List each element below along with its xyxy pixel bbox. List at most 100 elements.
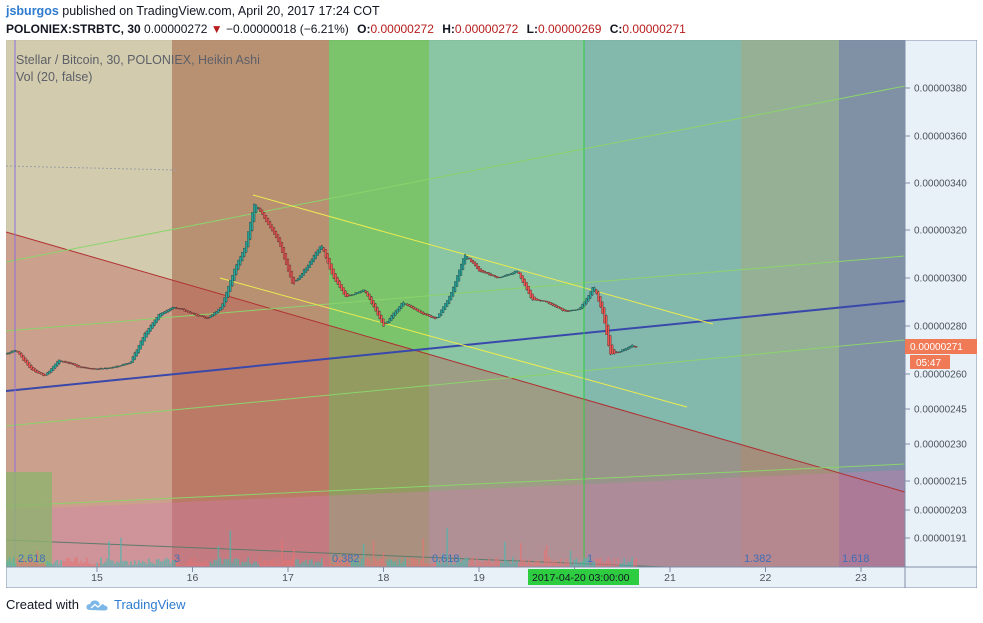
volume-bar bbox=[418, 564, 421, 567]
candle-body bbox=[623, 349, 626, 351]
candle-body bbox=[473, 261, 477, 266]
volume-bar bbox=[161, 561, 164, 567]
series-legend[interactable]: Stellar / Bitcoin, 30, POLONIEX, Heikin … bbox=[16, 53, 260, 67]
symbol-label[interactable]: POLONIEX:STRBTC, 30 bbox=[6, 22, 141, 36]
candle-body bbox=[12, 350, 15, 353]
volume-bar bbox=[508, 562, 510, 567]
volume-bar bbox=[26, 562, 29, 567]
candle-body bbox=[418, 309, 421, 313]
candle-body bbox=[221, 303, 224, 310]
candle-body bbox=[259, 208, 262, 212]
fan-line-green-3 bbox=[6, 339, 905, 427]
candle-body bbox=[358, 291, 361, 294]
volume-bar bbox=[195, 562, 198, 567]
volume-bar bbox=[124, 560, 126, 567]
candle-body bbox=[225, 292, 228, 303]
volume-bar bbox=[356, 558, 359, 567]
volume-bar bbox=[332, 564, 335, 567]
volume-bar bbox=[116, 561, 118, 567]
volume-bar bbox=[54, 561, 57, 567]
volume-bar bbox=[261, 564, 263, 567]
candle-body bbox=[565, 310, 568, 312]
volume-bar bbox=[533, 561, 536, 567]
candle-body bbox=[517, 271, 520, 274]
candle-body bbox=[24, 357, 27, 363]
volume-bar bbox=[34, 562, 37, 567]
volume-bar bbox=[396, 564, 399, 567]
channel-lower[interactable] bbox=[219, 277, 688, 408]
candle-body bbox=[229, 280, 232, 292]
candle-body bbox=[487, 272, 490, 275]
zone-teal bbox=[429, 40, 584, 567]
volume-bar bbox=[623, 558, 626, 567]
volume-bar bbox=[613, 558, 616, 567]
candle-body bbox=[452, 287, 455, 297]
volume-bar bbox=[86, 557, 88, 567]
volume-bar bbox=[585, 558, 588, 567]
open-label: O: bbox=[357, 22, 371, 36]
volume-bar bbox=[64, 561, 66, 567]
volume-bar bbox=[197, 562, 200, 567]
candle-body bbox=[117, 365, 120, 367]
volume-bar bbox=[414, 559, 417, 567]
volume-bar bbox=[155, 559, 158, 567]
candle-body bbox=[249, 222, 252, 240]
volume-bar bbox=[563, 562, 566, 567]
candle-body bbox=[384, 322, 387, 325]
cloud-logo-icon bbox=[86, 599, 108, 610]
author-link[interactable]: jsburgos bbox=[6, 4, 59, 18]
volume-bar bbox=[106, 558, 108, 567]
volume-bar bbox=[94, 563, 96, 567]
candle-body bbox=[621, 349, 624, 352]
volume-bar bbox=[589, 564, 592, 567]
candle-body bbox=[105, 368, 108, 370]
volume-bar bbox=[14, 563, 17, 567]
candle-body bbox=[601, 301, 604, 314]
tradingview-link[interactable]: TradingView bbox=[85, 597, 186, 612]
price-axis[interactable]: 0.00000380 0.00000360 0.00000340 0.00000320… bbox=[905, 84, 967, 545]
volume-bar bbox=[512, 556, 514, 567]
volume-bar bbox=[408, 564, 411, 567]
volume-bar bbox=[265, 559, 267, 567]
candle-body bbox=[394, 310, 397, 316]
candle-body bbox=[155, 317, 158, 323]
volume-bar bbox=[504, 541, 506, 567]
volume-bar bbox=[448, 564, 450, 567]
candle-body bbox=[466, 256, 469, 260]
candle-body bbox=[78, 365, 81, 368]
candle-body bbox=[440, 309, 443, 316]
volume-bar bbox=[231, 562, 234, 567]
ohlc-bar: POLONIEX:STRBTC, 30 0.00000272 ▼ −0.0000… bbox=[6, 22, 686, 36]
volume-bar bbox=[305, 559, 307, 567]
volume-bar bbox=[281, 539, 283, 567]
volume-bar bbox=[579, 562, 582, 567]
volume-bar bbox=[452, 564, 454, 567]
volume-bar bbox=[627, 561, 630, 567]
volume-bar bbox=[297, 559, 299, 567]
volume-bar bbox=[593, 561, 596, 567]
volume-bar bbox=[625, 564, 628, 567]
volume-bar bbox=[464, 558, 466, 567]
volume-bar bbox=[551, 561, 554, 567]
candle-body bbox=[119, 365, 122, 367]
candle-body bbox=[575, 309, 578, 311]
trend-line-blue[interactable] bbox=[6, 300, 905, 392]
candle-body bbox=[519, 272, 522, 279]
candle-body bbox=[458, 269, 461, 282]
candle-body bbox=[388, 318, 391, 323]
volume-bar bbox=[514, 562, 516, 567]
volume-bar bbox=[631, 557, 633, 567]
volume-bar bbox=[380, 558, 383, 567]
volume-legend[interactable]: Vol (20, false) bbox=[16, 70, 92, 84]
volume-bar bbox=[225, 558, 228, 567]
price-tick-label: 0.00000340 bbox=[914, 179, 967, 190]
candle-body bbox=[471, 260, 475, 264]
volume-bar bbox=[8, 557, 11, 567]
volume-bar bbox=[269, 560, 271, 567]
candle-body bbox=[400, 303, 403, 309]
chart-canvas[interactable]: 2.618 3 0.382 0.618 1 1.382 1.618 Stella… bbox=[6, 40, 977, 588]
channel-upper[interactable] bbox=[252, 194, 714, 325]
candle-body bbox=[127, 362, 130, 365]
candle-body bbox=[267, 218, 270, 225]
volume-bar bbox=[482, 563, 484, 567]
